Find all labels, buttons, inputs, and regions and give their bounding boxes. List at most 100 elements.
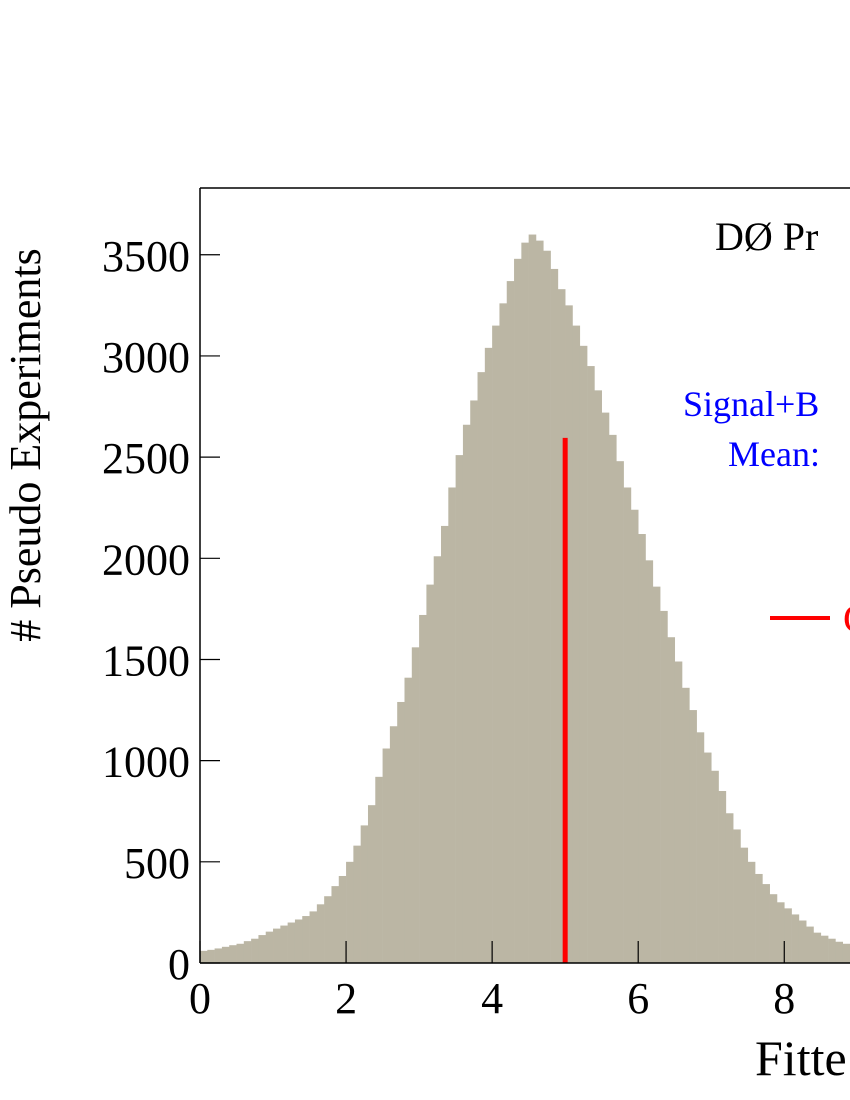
annotation: DØ Pr [715, 214, 818, 259]
bar [455, 455, 464, 963]
bar [382, 748, 391, 963]
y-tick-label: 3000 [102, 333, 190, 382]
bar [725, 813, 734, 963]
bar [367, 805, 376, 963]
bar [652, 586, 661, 963]
x-tick-label: 8 [773, 974, 795, 1023]
bar [667, 637, 676, 963]
bar [718, 791, 727, 963]
y-tick-label: 2500 [102, 434, 190, 483]
bar [828, 938, 836, 963]
bar [265, 931, 274, 963]
bar [535, 240, 544, 963]
bar [433, 556, 442, 963]
bar [572, 325, 581, 963]
bar [360, 825, 369, 963]
bar [755, 873, 763, 963]
bar [331, 886, 340, 963]
bar [645, 560, 654, 963]
bar [397, 701, 405, 963]
bar [426, 584, 435, 963]
bar [608, 434, 617, 964]
bar [703, 752, 712, 963]
bar [200, 950, 208, 963]
bar [294, 919, 303, 963]
bar [236, 943, 245, 963]
bar [769, 894, 778, 963]
bar [309, 911, 318, 963]
bar [462, 424, 471, 963]
bar [484, 347, 493, 963]
bar [419, 614, 427, 963]
bar [521, 242, 529, 963]
bar [302, 916, 310, 963]
bar [514, 258, 522, 963]
bar [346, 861, 354, 963]
bar [660, 610, 668, 963]
bar [324, 896, 332, 963]
bar [214, 948, 223, 963]
bar [506, 281, 515, 963]
bar [411, 647, 420, 963]
bar [601, 412, 610, 963]
bar [499, 303, 508, 963]
bar [565, 305, 573, 963]
bar [820, 935, 829, 963]
bar [221, 946, 230, 963]
bar [287, 922, 296, 963]
bar [842, 943, 850, 963]
bar [638, 534, 646, 963]
annotation: Mean: [728, 434, 820, 474]
bar [747, 861, 756, 963]
bar [404, 677, 413, 963]
bar [682, 687, 690, 963]
y-tick-label: 2000 [102, 535, 190, 584]
bar [791, 914, 800, 963]
bar [740, 847, 749, 963]
bar [441, 525, 449, 963]
bar [207, 949, 215, 963]
bar [550, 268, 559, 963]
y-tick-label: 500 [124, 839, 190, 888]
bar [448, 487, 456, 963]
bar [353, 845, 361, 963]
bar [784, 908, 792, 963]
bar [594, 390, 602, 964]
bar [579, 345, 588, 963]
bar [806, 926, 814, 963]
bar [229, 945, 237, 963]
bar [470, 400, 478, 963]
bar [711, 770, 719, 963]
bar [389, 726, 398, 963]
bar [375, 776, 383, 963]
bar [557, 289, 566, 963]
bar [492, 325, 500, 963]
x-tick-label: 6 [627, 974, 649, 1023]
bar [623, 487, 632, 963]
bar [280, 925, 288, 963]
bar [776, 902, 785, 963]
x-tick-label: 4 [481, 974, 503, 1023]
bar [630, 509, 639, 963]
bar [316, 904, 325, 963]
bar [762, 884, 770, 963]
bar [835, 941, 843, 963]
y-axis-title: # Pseudo Experiments [1, 248, 50, 642]
bar [733, 829, 741, 963]
x-axis-title: Fitte [755, 1030, 847, 1086]
bar [338, 875, 347, 963]
bar [243, 941, 252, 963]
bar [477, 372, 486, 963]
bar [528, 234, 537, 963]
bar [798, 920, 807, 963]
annotation: G [843, 596, 850, 641]
y-tick-label: 0 [168, 940, 190, 989]
bar [674, 661, 683, 963]
bar [258, 935, 267, 963]
y-tick-label: 3500 [102, 232, 190, 281]
x-tick-label: 2 [335, 974, 357, 1023]
y-tick-label: 1500 [102, 636, 190, 685]
bar [273, 928, 281, 963]
